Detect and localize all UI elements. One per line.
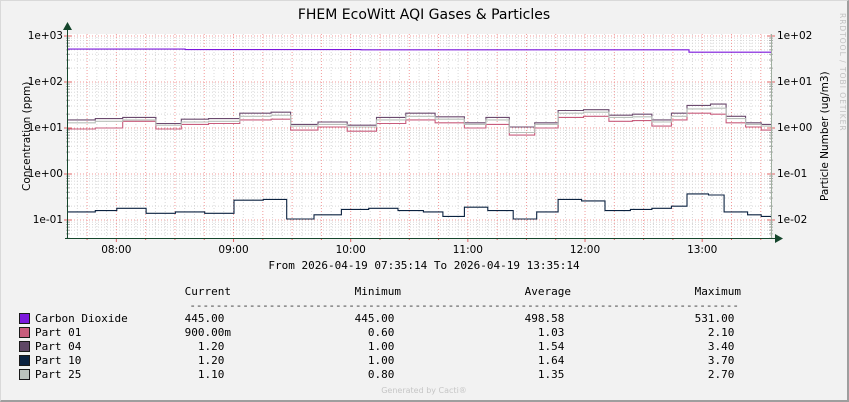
legend-value: 1.20 <box>197 354 231 367</box>
legend-series-label: Part 25 <box>35 368 82 381</box>
right-axis-tick: 1e+01 <box>777 76 813 88</box>
legend-header: Minimum <box>354 285 401 298</box>
legend-row: Part 25 1.10 0.80 1.35 2.70 <box>19 368 741 381</box>
x-axis-tick: 13:00 <box>687 244 718 256</box>
legend-row: Part 01 900.00m 0.60 1.03 2.10 <box>19 326 741 339</box>
legend-value: 3.70 <box>707 354 741 367</box>
legend-series-label: Part 01 <box>35 326 82 339</box>
graph-title: FHEM EcoWitt AQI Gases & Particles <box>297 7 551 23</box>
legend-value: 445.00 <box>184 312 231 325</box>
legend-series-label: Part 10 <box>35 354 82 367</box>
legend-header: Maximum <box>694 285 741 298</box>
legend-swatch <box>19 341 30 352</box>
legend-value: 900.00m <box>184 326 231 339</box>
rrdtool-watermark: RRDTOOL / TOBI OETIKER <box>838 13 847 132</box>
legend-value: 531.00 <box>694 312 741 325</box>
left-axis-tick: 1e+03 <box>27 30 63 42</box>
x-axis-tick: 08:00 <box>101 244 132 256</box>
legend-value: 2.70 <box>707 368 741 381</box>
left-axis-tick: 1e+02 <box>27 76 63 88</box>
right-axis-tick: 1e-02 <box>777 214 808 226</box>
right-axis-tick: 1e+00 <box>777 122 813 134</box>
legend-value: 1.54 <box>537 340 571 353</box>
left-axis-tick: 1e+00 <box>27 168 63 180</box>
legend-header: Current <box>184 285 231 298</box>
x-axis-tick: 11:00 <box>452 244 483 256</box>
legend-value: 1.35 <box>537 368 571 381</box>
legend-swatch <box>19 369 30 380</box>
cacti-footer: Generated by Cacti® <box>381 386 467 395</box>
legend-value: 1.00 <box>367 354 401 367</box>
legend-swatch <box>19 355 30 366</box>
legend-value: 1.03 <box>537 326 571 339</box>
left-axis-tick: 1e+01 <box>27 122 63 134</box>
legend-header-row: Current Minimum Average Maximum <box>19 285 741 298</box>
legend-value: 1.64 <box>537 354 571 367</box>
legend-value: 1.20 <box>197 340 231 353</box>
legend-value: 3.40 <box>707 340 741 353</box>
left-axis-title: Concentration (ppm) <box>21 81 33 191</box>
right-axis-tick: 1e+02 <box>777 30 813 42</box>
x-axis-tick: 09:00 <box>218 244 249 256</box>
legend-swatch <box>19 327 30 338</box>
right-axis-tick: 1e-01 <box>777 168 808 180</box>
legend-series-label: Carbon Dioxide <box>35 312 128 325</box>
legend-value: 498.58 <box>524 312 571 325</box>
legend-value: 0.60 <box>367 326 401 339</box>
legend-value: 445.00 <box>354 312 401 325</box>
legend-value: 2.10 <box>707 326 741 339</box>
legend-header: Average <box>524 285 571 298</box>
right-axis-title: Particle Number (ug/m3) <box>819 71 831 201</box>
legend-row: Part 10 1.20 1.00 1.64 3.70 <box>19 354 741 367</box>
legend-value: 1.00 <box>367 340 401 353</box>
legend-series-label: Part 04 <box>35 340 82 353</box>
legend-row: Part 04 1.20 1.00 1.54 3.40 <box>19 340 741 353</box>
time-range-label: From 2026-04-19 07:35:14 To 2026-04-19 1… <box>268 259 580 272</box>
legend-swatch <box>19 313 30 324</box>
x-axis-tick: 12:00 <box>569 244 601 256</box>
legend-row: Carbon Dioxide 445.00 445.00 498.58 531.0… <box>19 312 741 325</box>
legend-value: 1.10 <box>197 368 231 381</box>
legend-separator: ----------------------------------------… <box>189 299 739 312</box>
legend-value: 0.80 <box>367 368 401 381</box>
left-axis-tick: 1e-01 <box>32 214 63 226</box>
x-axis-tick: 10:00 <box>335 244 366 256</box>
